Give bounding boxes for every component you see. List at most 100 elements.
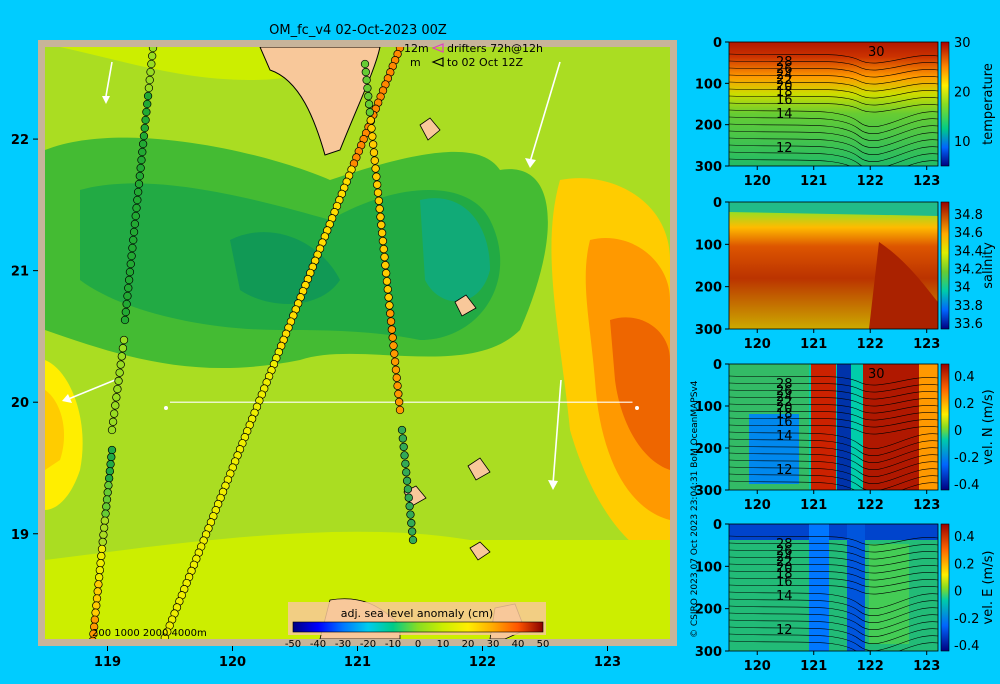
drifter-point	[140, 123, 149, 133]
current-arrow	[105, 61, 113, 97]
drifter-point	[118, 344, 128, 353]
legend-depth-12: 12m	[404, 42, 429, 55]
drifter-point	[378, 236, 388, 246]
forecast-symbol-icon	[431, 57, 444, 67]
contour-label: 20	[776, 401, 793, 416]
drifter-point	[363, 83, 372, 93]
drifter-point	[110, 409, 119, 418]
lon-tick-label: 123	[913, 498, 940, 513]
drifter-point	[130, 219, 140, 229]
colorbar-tick-label: 33.8	[954, 299, 983, 314]
drifter-point	[132, 203, 141, 213]
drifter-point	[156, 646, 164, 654]
colorbar-tick-label: 0	[954, 424, 962, 439]
drifter-point	[373, 188, 383, 197]
drifter-point	[124, 275, 134, 285]
drifter-point	[94, 573, 104, 582]
drifter-point	[102, 502, 111, 511]
drifter-point	[142, 107, 151, 117]
depth-tick-label: 300	[695, 160, 722, 175]
drifter-point	[362, 75, 371, 85]
depth-tick-label: 0	[713, 358, 722, 373]
legend-forecast: to 02 Oct 12Z	[447, 56, 524, 69]
drifter-symbol-icon	[431, 43, 444, 53]
colorbar-tick-label: 34.8	[954, 208, 983, 223]
map-y-axis: 19 20 21 22	[11, 133, 38, 543]
drifter-point	[134, 187, 143, 197]
drifter-point	[402, 468, 411, 477]
drifter-point	[97, 551, 106, 561]
drifter-point	[367, 124, 376, 133]
drifter-point	[92, 594, 102, 603]
lon-tick-label: 123	[913, 659, 940, 674]
current-arrow	[529, 61, 561, 163]
drifter-point	[397, 425, 407, 435]
drifter-point	[160, 633, 169, 639]
map-y-tick-label: 22	[11, 133, 29, 148]
current-arrow	[552, 379, 562, 485]
depth-tick-label: 300	[695, 323, 722, 338]
drifter-point	[123, 291, 132, 301]
colorbar-tick-label: 34.6	[954, 226, 983, 241]
drifter-point	[404, 493, 413, 502]
lon-tick-label: 120	[744, 659, 771, 674]
drifter-point	[116, 360, 125, 369]
drifter-point	[108, 417, 118, 426]
drifter-point	[382, 269, 391, 278]
drifter-point	[106, 459, 115, 469]
contour-label: 18	[776, 567, 793, 582]
contour-label: 16	[776, 415, 793, 430]
drifter-point	[90, 615, 100, 624]
sla-colorbar-tick: -50	[285, 639, 301, 650]
map-x-tick-label: 121	[344, 655, 371, 670]
drifter-point	[143, 91, 153, 101]
colorbar-tick-label: -0.2	[954, 612, 979, 627]
depth-tick-label: 200	[695, 603, 722, 618]
drifter-point	[371, 164, 380, 173]
drifter-point	[104, 481, 113, 490]
lon-tick-label: 121	[800, 659, 827, 674]
drifter-point	[395, 405, 405, 415]
lon-tick-label: 123	[913, 337, 940, 352]
sla-colorbar-tick: 40	[512, 639, 525, 650]
map-x-tick-label: 123	[594, 655, 621, 670]
contour-label: 26	[776, 384, 793, 399]
drifter-point	[89, 636, 97, 639]
lon-tick-label: 121	[800, 498, 827, 513]
drifter-point	[383, 285, 392, 294]
sla-colorbar-label: adj. sea level anomaly (cm)	[341, 607, 493, 620]
contour-label: 28	[776, 537, 793, 552]
colorbar-tick-label: -0.4	[954, 639, 979, 654]
drifter-point	[369, 148, 379, 157]
depth-tick-label: 300	[695, 484, 722, 499]
drifter-point	[365, 108, 375, 117]
drifter-point	[361, 67, 370, 77]
sla-colorbar-tick: -40	[310, 639, 326, 650]
sla-map: 200 1000 2000 4000m 119 120 121 122 123 19 20…	[11, 40, 677, 670]
sla-colorbar-tick: 20	[462, 639, 475, 650]
contour-label: 16	[776, 575, 793, 590]
lon-tick-label: 120	[744, 337, 771, 352]
depth-tick-label: 100	[695, 238, 722, 253]
drifter-point	[360, 59, 370, 69]
drifter-point	[377, 220, 386, 230]
drifter-point	[115, 368, 124, 377]
drifter-point	[121, 307, 130, 317]
drifter-point	[370, 156, 379, 165]
contour-label: 22	[776, 395, 793, 410]
contour-label: 12	[776, 463, 793, 478]
map-x-tick-label: 119	[94, 655, 121, 670]
drifter-point	[408, 527, 417, 536]
contour-label: 14	[776, 107, 793, 122]
drifter-point	[92, 601, 101, 610]
contour-label: 20	[776, 561, 793, 576]
drifter-point	[390, 357, 400, 366]
drifter-point	[97, 544, 107, 554]
drifter-point	[131, 211, 140, 221]
drifter-point	[407, 518, 416, 528]
colorbar-label: vel. E (m/s)	[981, 551, 996, 625]
drifter-point	[148, 47, 158, 53]
drifter-point	[398, 434, 407, 443]
